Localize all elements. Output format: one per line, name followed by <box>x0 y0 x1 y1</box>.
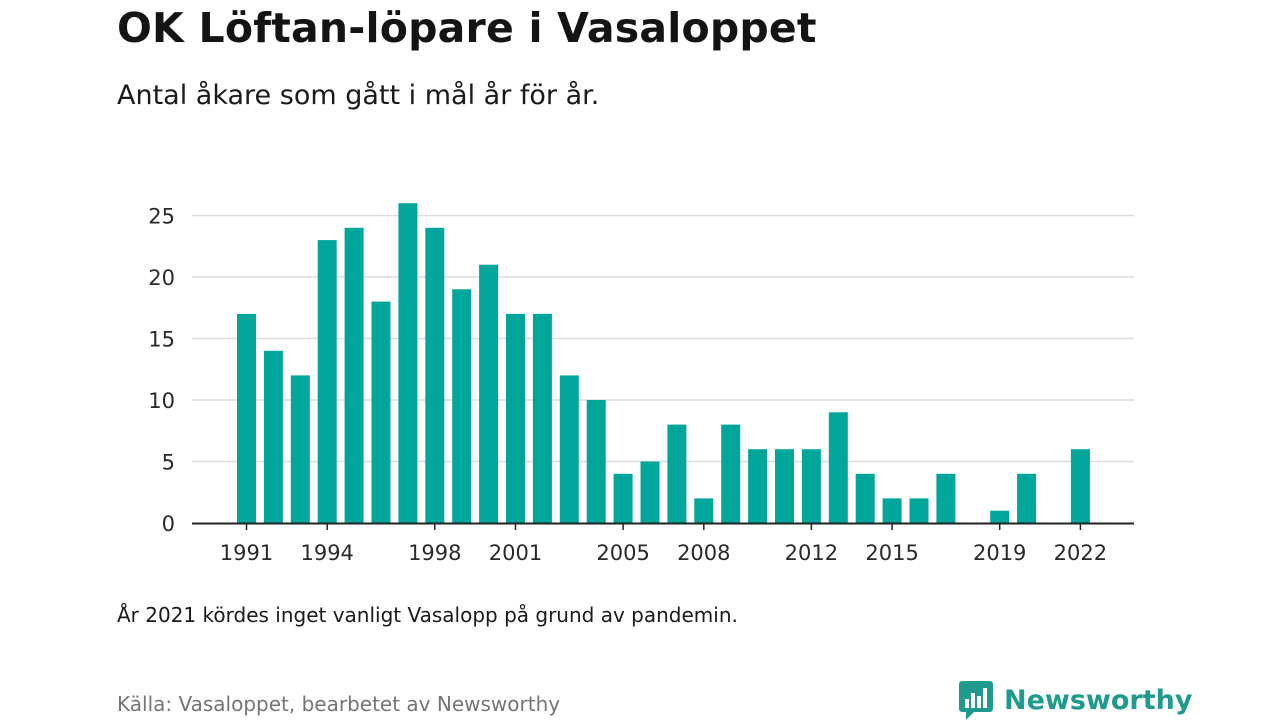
bar-1991 <box>237 313 256 523</box>
bar-2001 <box>506 313 525 523</box>
y-tick-label: 15 <box>148 328 175 352</box>
brand-name: Newsworthy <box>1004 684 1193 716</box>
chart-subtitle: Antal åkare som gått i mål år för år. <box>117 80 600 111</box>
bar-2007 <box>667 424 687 523</box>
bar-2000 <box>479 264 499 523</box>
bar-2011 <box>775 449 794 523</box>
bar-2006 <box>640 461 660 523</box>
bar-1998 <box>425 227 445 524</box>
x-tick-label: 2001 <box>489 541 542 565</box>
bar-2013 <box>828 412 848 523</box>
bar-chart-bubble-icon <box>959 681 993 720</box>
bar-2019 <box>990 510 1010 523</box>
bar-2009 <box>721 424 741 523</box>
y-tick-label: 5 <box>162 451 175 475</box>
bar-2020 <box>1017 473 1037 523</box>
bar-2016 <box>909 498 929 523</box>
bar-2017 <box>936 473 956 523</box>
bar-2014 <box>855 473 875 523</box>
x-tick-label: 1994 <box>300 541 353 565</box>
bar-2005 <box>613 473 633 523</box>
x-axis-ticks: 1991 1994 1998 2001 2005 2008 2012 2015 2019 2022 <box>220 524 1107 565</box>
bar-2022 <box>1070 449 1090 523</box>
bar-2008 <box>694 498 714 523</box>
source-text: Källa: Vasaloppet, bearbetet av Newswort… <box>117 692 561 716</box>
x-tick-label: 1991 <box>220 541 273 565</box>
x-tick-label: 2012 <box>785 541 838 565</box>
footnote: År 2021 kördes inget vanligt Vasalopp på… <box>117 603 738 627</box>
bar-1995 <box>344 227 364 524</box>
bar-1994 <box>317 240 337 523</box>
y-tick-label: 25 <box>148 205 175 229</box>
x-tick-label: 1998 <box>408 541 461 565</box>
bar-2002 <box>532 313 552 523</box>
x-tick-label: 2008 <box>677 541 730 565</box>
bar-2004 <box>586 400 606 523</box>
x-tick-label: 2019 <box>973 541 1026 565</box>
bars <box>237 203 1090 524</box>
bar-1999 <box>452 289 472 523</box>
newsworthy-logo: Newsworthy <box>958 679 1192 721</box>
y-tick-label: 10 <box>148 389 175 413</box>
bar-chart: 0 5 10 15 20 25 1991 1994 1998 2001 2005 2008 2012 2… <box>148 203 1134 565</box>
y-tick-label: 20 <box>148 266 175 290</box>
bar-2012 <box>801 449 821 523</box>
bar-2015 <box>882 498 902 523</box>
bar-1997 <box>398 203 418 523</box>
chart-title: OK Löftan-löpare i Vasaloppet <box>117 4 817 52</box>
x-tick-label: 2022 <box>1054 541 1107 565</box>
x-tick-label: 2015 <box>865 541 918 565</box>
y-axis-ticks: 0 5 10 15 20 25 <box>148 205 175 537</box>
x-tick-label: 2005 <box>596 541 649 565</box>
bar-2003 <box>559 375 579 523</box>
y-tick-label: 0 <box>162 512 175 536</box>
bar-1993 <box>290 375 310 523</box>
bar-2010 <box>748 449 768 523</box>
bar-1996 <box>371 301 391 523</box>
bar-1992 <box>263 350 283 523</box>
